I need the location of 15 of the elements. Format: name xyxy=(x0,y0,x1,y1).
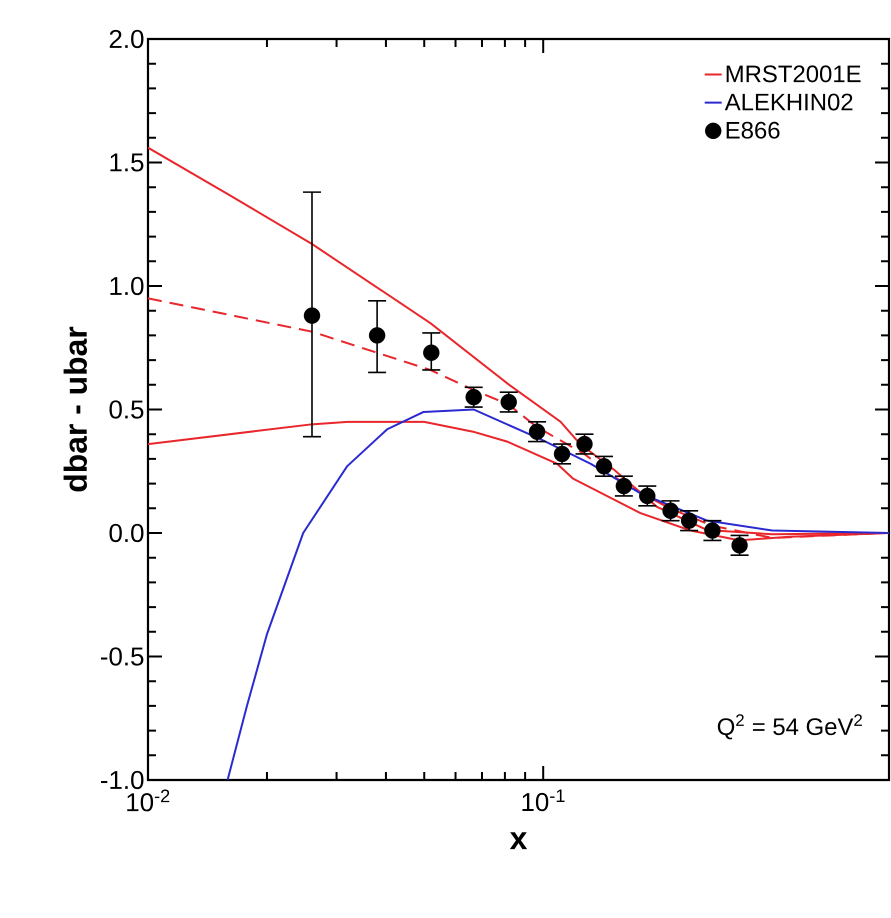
y-tick-label: 1.5 xyxy=(110,153,144,172)
y-tick-label: -0.5 xyxy=(100,647,144,666)
y-axis-title: dbar - ubar xyxy=(64,326,87,492)
x-tick-label: 10$^{-1}$ xyxy=(522,790,565,812)
legend-label: MRST2001E xyxy=(726,65,861,82)
x-axis-title: x xyxy=(510,832,528,850)
y-tick-label: -1.0 xyxy=(100,770,144,790)
annotation: Q$^{2}$ = 54 GeV$^{2}$ xyxy=(718,714,862,740)
legend-label: E866 xyxy=(726,122,780,139)
x-tick-label: 10$^{-2}$ xyxy=(127,790,170,812)
legend-label: ALEKHIN02 xyxy=(724,94,852,111)
y-tick-label: 1.0 xyxy=(110,276,144,296)
y-tick-label: 0.5 xyxy=(109,400,144,419)
y-tick-label: 2.0 xyxy=(110,30,144,48)
y-tick-label: 0.0 xyxy=(109,524,144,542)
